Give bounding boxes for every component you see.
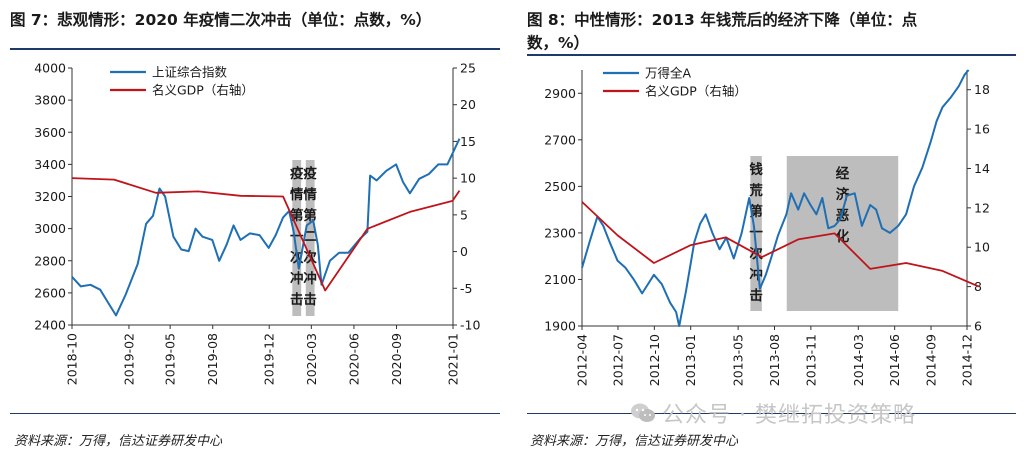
x-tick-label: 2018-10 [65, 333, 80, 385]
index-series-line [71, 138, 461, 317]
left-source-rule [10, 413, 500, 414]
annotation-char: 经 [836, 165, 850, 182]
annotation-char: 击 [303, 291, 317, 308]
x-tick-label: 2013-05 [731, 334, 746, 386]
x-tick-label: 2020-06 [346, 333, 361, 385]
right-chart-source: 资料来源：万得，信达证券研发中心 [530, 434, 739, 449]
x-tick-label: 2014-09 [924, 334, 939, 386]
watermark-text: 公众号 · 樊继拓投资策略 [662, 403, 916, 428]
y-right-tick-label: 14 [974, 161, 990, 176]
index-series-line [581, 69, 970, 327]
y-left-tick-label: 1900 [544, 319, 576, 334]
wechat-icon [631, 403, 655, 422]
right-chart-title-line1: 图 8：中性情形：2013 年钱荒后的经济下降（单位：点 [527, 11, 918, 29]
y-right-tick-label: 18 [974, 82, 990, 97]
y-right-tick-label: 15 [460, 134, 476, 149]
y-right-tick-label: 6 [974, 319, 982, 334]
gdp-series-line [581, 201, 980, 288]
x-tick-label: 2012-04 [575, 334, 590, 386]
y-left-tick-label: 4000 [34, 61, 66, 76]
x-tick-label: 2012-07 [610, 334, 625, 386]
y-right-tick-label: 10 [974, 240, 990, 255]
x-tick-label: 2013-11 [803, 334, 818, 386]
legend-label-1: 上证综合指数 [152, 65, 228, 80]
right-chart: 钱荒第一次冲击经济恶化19002100230025002700290068101… [544, 66, 990, 387]
annotation-char: 化 [836, 228, 850, 245]
annotation-char: 二 [303, 229, 317, 245]
left-chart-source: 资料来源：万得，信达证券研发中心 [14, 434, 223, 449]
annotation-char: 一 [749, 225, 763, 241]
x-tick-label: 2013-01 [683, 334, 698, 386]
annotation-char: 疫 [290, 165, 304, 182]
annotation-char: 冲 [303, 270, 317, 287]
watermark: 公众号 · 樊继拓投资策略 [630, 397, 916, 429]
annotation-char: 冲 [749, 266, 763, 283]
legend-label-2: 名义GDP（右轴） [152, 83, 254, 98]
annotation-char: 冲 [290, 270, 304, 287]
annotation-char: 情 [290, 186, 304, 203]
y-left-tick-label: 2900 [544, 86, 576, 101]
x-tick-label: 2019-12 [262, 333, 277, 385]
annotation-char: 击 [290, 291, 304, 308]
y-left-tick-label: 3400 [34, 157, 66, 172]
y-right-tick-label: 10 [460, 171, 476, 186]
left-title-rule [10, 48, 500, 50]
gdp-series-line [71, 177, 461, 292]
y-left-tick-label: 2500 [544, 179, 576, 194]
legend-label-1: 万得全A [645, 66, 692, 81]
right-chart-title-line2: 数，%） [527, 34, 590, 52]
y-right-tick-label: 20 [460, 97, 476, 112]
x-tick-label: 2019-05 [163, 333, 178, 385]
x-tick-label: 2020-09 [389, 333, 404, 385]
y-left-tick-label: 3000 [34, 221, 66, 236]
y-right-tick-label: 16 [974, 122, 990, 137]
y-left-tick-label: 2400 [34, 318, 66, 333]
annotation-char: 疫 [303, 165, 317, 182]
x-tick-label: 2021-01 [446, 333, 461, 385]
x-tick-label: 2019-02 [121, 333, 136, 385]
annotation-char: 第 [303, 207, 317, 224]
y-right-tick-label: 5 [460, 207, 468, 222]
y-right-tick-label: 0 [460, 244, 468, 259]
right-title-rule [527, 54, 1016, 56]
x-tick-label: 2014-06 [887, 334, 902, 386]
left-chart-title: 图 7：悲观情形：2020 年疫情二次冲击（单位：点数，%） [10, 11, 432, 29]
annotation-band-1 [292, 160, 302, 316]
y-left-tick-label: 2300 [544, 225, 576, 240]
x-tick-label: 2013-08 [767, 334, 782, 386]
annotation-band-1 [750, 156, 762, 311]
y-left-tick-label: 3200 [34, 189, 66, 204]
x-tick-label: 2012-10 [647, 334, 662, 386]
y-right-tick-label: -10 [460, 318, 480, 333]
annotation-char: 钱 [749, 161, 763, 178]
annotation-band-2 [786, 156, 899, 311]
x-tick-label: 2014-03 [851, 334, 866, 386]
x-tick-label: 2020-03 [304, 333, 319, 385]
y-left-tick-label: 2800 [34, 253, 66, 268]
y-left-tick-label: 2600 [34, 285, 66, 300]
x-tick-label: 2019-08 [205, 333, 220, 385]
y-right-tick-label: 12 [974, 200, 990, 215]
y-left-tick-label: 2700 [544, 132, 576, 147]
legend-label-2: 名义GDP（右轴） [645, 84, 747, 99]
y-right-tick-label: -5 [460, 281, 472, 296]
left-chart: 疫情第一次冲击疫情第二次冲击24002600280030003200340036… [34, 61, 480, 386]
annotation-char: 情 [303, 186, 317, 203]
right-source-rule [527, 413, 1016, 414]
annotation-char: 荒 [748, 182, 763, 199]
y-left-tick-label: 3800 [34, 93, 66, 108]
y-left-tick-label: 3600 [34, 125, 66, 140]
annotation-band-2 [305, 160, 315, 316]
y-left-tick-label: 2100 [544, 272, 576, 287]
annotation-char: 击 [749, 287, 763, 304]
y-right-tick-label: 25 [460, 61, 476, 76]
x-tick-label: 2014-12 [960, 334, 975, 386]
